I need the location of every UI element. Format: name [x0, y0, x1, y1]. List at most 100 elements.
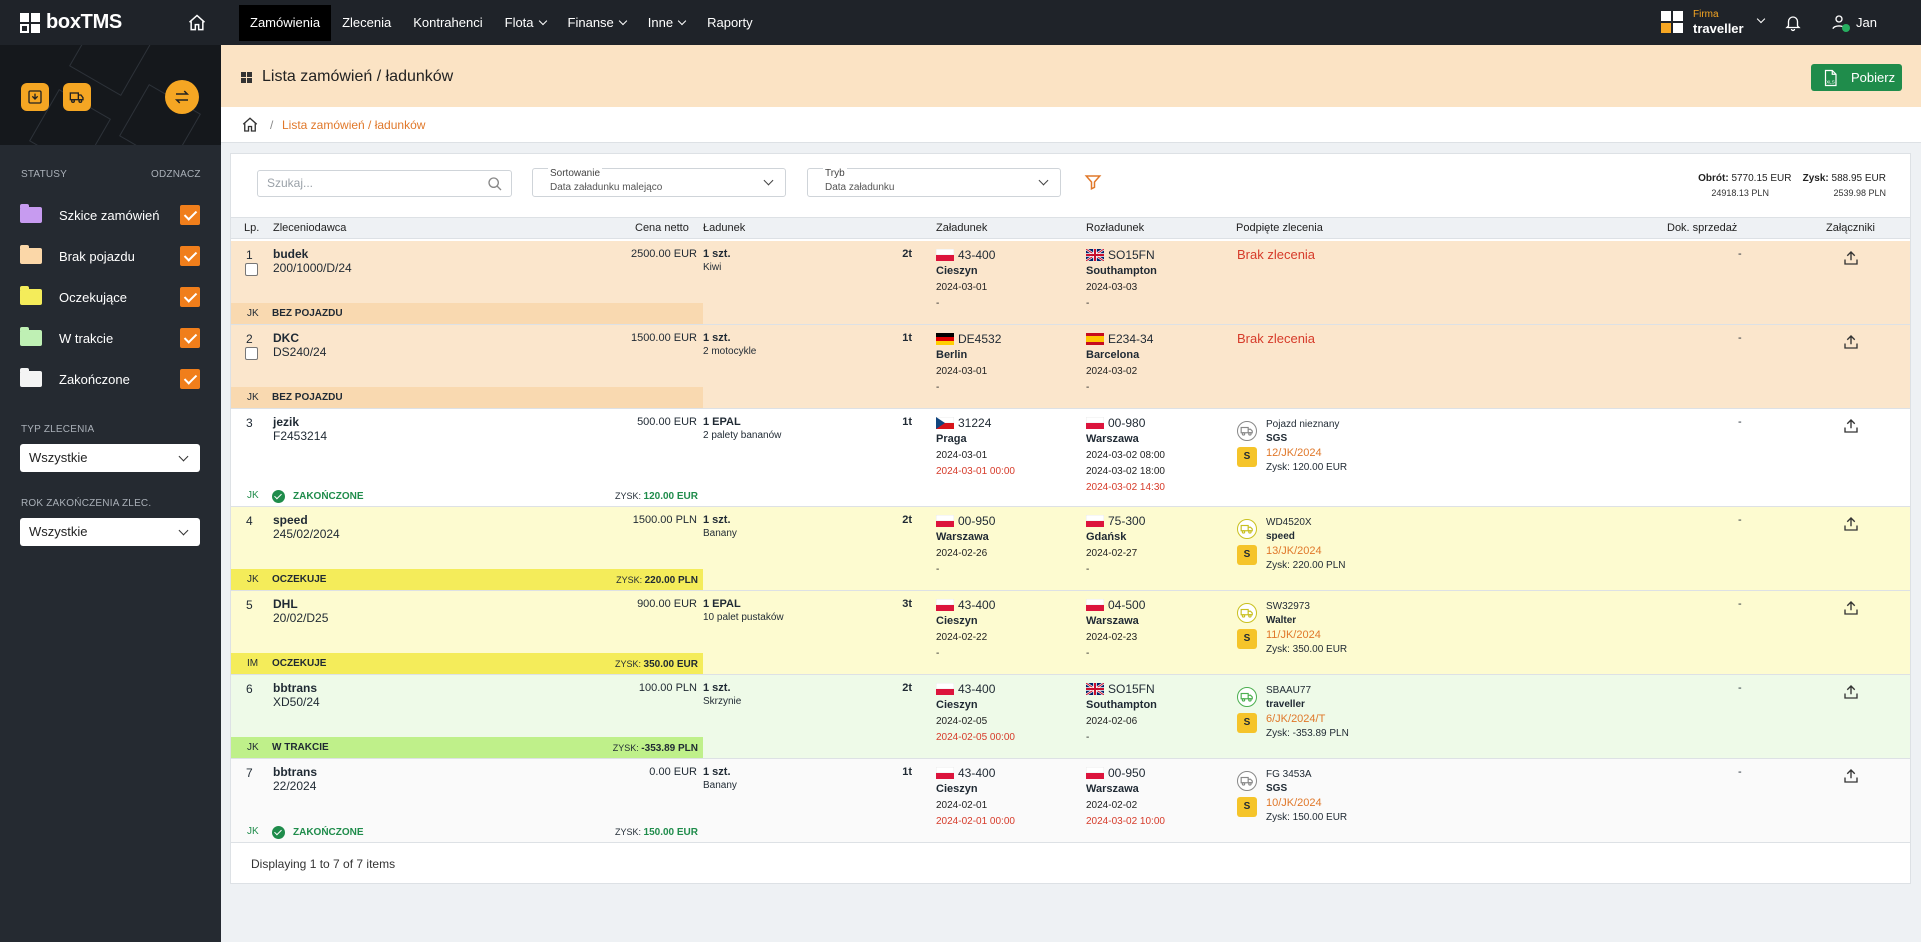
bell-icon[interactable]: [1784, 13, 1802, 33]
load-city: Cieszyn: [936, 615, 978, 627]
col-lp[interactable]: Lp.: [244, 222, 260, 234]
status-checkbox[interactable]: [180, 205, 200, 225]
mode-select[interactable]: Tryb Data załadunku: [807, 168, 1061, 197]
check-circle-icon: [272, 490, 285, 503]
statuses-toggle-link[interactable]: ODZNACZ: [151, 169, 201, 180]
col-price[interactable]: Cena netto: [635, 222, 689, 234]
app-logo[interactable]: boxTMS: [0, 0, 220, 45]
client-cell[interactable]: jezik F2453214: [273, 416, 327, 444]
year-select[interactable]: Wszystkie: [20, 518, 200, 546]
upload-icon[interactable]: [1842, 683, 1860, 701]
status-checkbox[interactable]: [180, 369, 200, 389]
row-checkbox[interactable]: [245, 347, 258, 360]
flag-pl-icon: [936, 515, 954, 527]
order-number[interactable]: 13/JK/2024: [1266, 545, 1322, 557]
search-input[interactable]: Szukaj...: [257, 170, 512, 197]
order-number[interactable]: 6/JK/2024/T: [1266, 713, 1326, 725]
status-filter-w-trakcie[interactable]: W trakcie: [20, 326, 200, 350]
vehicle-plate: FG 3453A: [1266, 769, 1312, 780]
flag-gb-icon: [1086, 683, 1104, 695]
order-number[interactable]: 10/JK/2024: [1266, 797, 1322, 809]
nav-finanse[interactable]: Finanse: [557, 5, 637, 41]
truck-button[interactable]: [63, 83, 91, 111]
upload-icon[interactable]: [1842, 333, 1860, 351]
download-xls-button[interactable]: XLS Pobierz: [1811, 64, 1902, 91]
linked-order[interactable]: S FG 3453A SGS 10/JK/2024 Zysk: 150.00 EUR: [1237, 768, 1347, 825]
chevron-down-icon: [178, 451, 189, 462]
row-checkbox[interactable]: [245, 263, 258, 276]
flag-pl-icon: [936, 683, 954, 695]
unload-city: Warszawa: [1086, 783, 1139, 795]
upload-icon[interactable]: [1842, 515, 1860, 533]
table-row[interactable]: 6 bbtrans XD50/24 100.00 PLN 1 szt. Skrzynie 2…: [231, 675, 1910, 759]
client-cell[interactable]: bbtrans 22/2024: [273, 766, 317, 794]
client-cell[interactable]: budek 200/1000/D/24: [273, 248, 352, 276]
linked-order[interactable]: S Pojazd nieznany SGS 12/JK/2024 Zysk: 120.0…: [1237, 418, 1347, 475]
user-menu[interactable]: Jan: [1830, 13, 1877, 32]
unload-code: E234-34: [1108, 332, 1154, 346]
nav-kontrahenci[interactable]: Kontrahenci: [402, 5, 493, 41]
status-checkbox[interactable]: [180, 246, 200, 266]
supplier-badge: S: [1237, 713, 1257, 733]
row-number: 2: [246, 332, 253, 346]
table-row[interactable]: 7 bbtrans 22/2024 0.00 EUR 1 szt. Banany 1t 43-…: [231, 759, 1910, 843]
search-icon[interactable]: [487, 176, 503, 192]
upload-icon[interactable]: [1842, 599, 1860, 617]
nav-raporty[interactable]: Raporty: [696, 5, 764, 41]
firm-switcher[interactable]: Firma traveller: [1661, 8, 1765, 36]
home-icon[interactable]: [187, 13, 207, 33]
table-row[interactable]: 1 budek 200/1000/D/24 2500.00 EUR 1 szt. Kiwi…: [231, 241, 1910, 325]
col-attachments[interactable]: Załączniki: [1826, 222, 1875, 234]
col-load[interactable]: Załadunek: [936, 222, 988, 234]
status-filter-brak-pojazdu[interactable]: Brak pojazdu: [20, 244, 200, 268]
table-row[interactable]: 5 DHL 20/02/D25 900.00 EUR 1 EPAL 10 palet pu…: [231, 591, 1910, 675]
status-checkbox[interactable]: [180, 287, 200, 307]
row-status-bar: IM OCZEKUJE ZYSK: 350.00 EUR: [231, 653, 703, 674]
upload-icon[interactable]: [1842, 249, 1860, 267]
nav-flota[interactable]: Flota: [494, 5, 557, 41]
status-filter-zakonczone[interactable]: Zakończone: [20, 367, 200, 391]
cargo-weight: 1t: [902, 332, 912, 344]
obrot-value: 5770.15 EUR: [1731, 173, 1792, 184]
client-cell[interactable]: bbtrans XD50/24: [273, 682, 320, 710]
table-row[interactable]: 4 speed 245/02/2024 1500.00 PLN 1 szt. Banany…: [231, 507, 1910, 591]
table-row[interactable]: 3 jezik F2453214 500.00 EUR 1 EPAL 2 palety b…: [231, 409, 1910, 507]
client-cell[interactable]: DHL 20/02/D25: [273, 598, 328, 626]
status-checkbox[interactable]: [180, 328, 200, 348]
order-number[interactable]: 11/JK/2024: [1266, 629, 1321, 641]
type-select[interactable]: Wszystkie: [20, 444, 200, 472]
home-icon[interactable]: [241, 116, 259, 134]
status-filter-oczekujace[interactable]: Oczekujące: [20, 285, 200, 309]
col-linked-orders[interactable]: Podpięte zlecenia: [1236, 222, 1323, 234]
col-sales-doc[interactable]: Dok. sprzedaż: [1667, 222, 1738, 234]
linked-order[interactable]: S SBAAU77 traveller 6/JK/2024/T Zysk: -353.8…: [1237, 684, 1349, 741]
swap-button[interactable]: [165, 80, 199, 114]
linked-order[interactable]: S SW32973 Walter 11/JK/2024 Zysk: 350.00 EUR: [1237, 600, 1347, 657]
sort-select[interactable]: Sortowanie Data załadunku malejąco: [532, 168, 786, 197]
status-filter-szkice[interactable]: Szkice zamówień: [20, 203, 200, 227]
upload-icon[interactable]: [1842, 767, 1860, 785]
nav-label: Kontrahenci: [413, 15, 483, 30]
upload-icon[interactable]: [1842, 417, 1860, 435]
col-client[interactable]: Zleceniodawca: [273, 222, 347, 234]
client-cell[interactable]: DKC DS240/24: [273, 332, 326, 360]
unload-cell: E234-34 Barcelona 2024-03-02 -: [1086, 332, 1153, 395]
order-number[interactable]: 12/JK/2024: [1266, 447, 1322, 459]
profit-label: ZYSK:: [614, 491, 641, 501]
load-city: Praga: [936, 433, 967, 445]
truck-icon: [69, 92, 84, 103]
filter-icon[interactable]: [1084, 173, 1102, 191]
nav-inne[interactable]: Inne: [637, 5, 696, 41]
breadcrumb-current[interactable]: Lista zamówień / ładunków: [282, 118, 426, 132]
linked-order[interactable]: S WD4520X speed 13/JK/2024 Zysk: 220.00 PLN: [1237, 516, 1345, 573]
nav-zlecenia[interactable]: Zlecenia: [331, 5, 402, 41]
row-profit: ZYSK: 150.00 EUR: [615, 827, 698, 838]
nav-zamowienia[interactable]: Zamówienia: [239, 5, 332, 41]
col-unload[interactable]: Rozładunek: [1086, 222, 1145, 234]
import-button[interactable]: [21, 83, 49, 111]
status-badge: BEZ POJAZDU: [272, 308, 343, 319]
table-row[interactable]: 2 DKC DS240/24 1500.00 EUR 1 szt. 2 motocykle…: [231, 325, 1910, 409]
client-cell[interactable]: speed 245/02/2024: [273, 514, 340, 542]
col-cargo[interactable]: Ładunek: [703, 222, 746, 234]
load-code: 43-400: [958, 248, 996, 262]
